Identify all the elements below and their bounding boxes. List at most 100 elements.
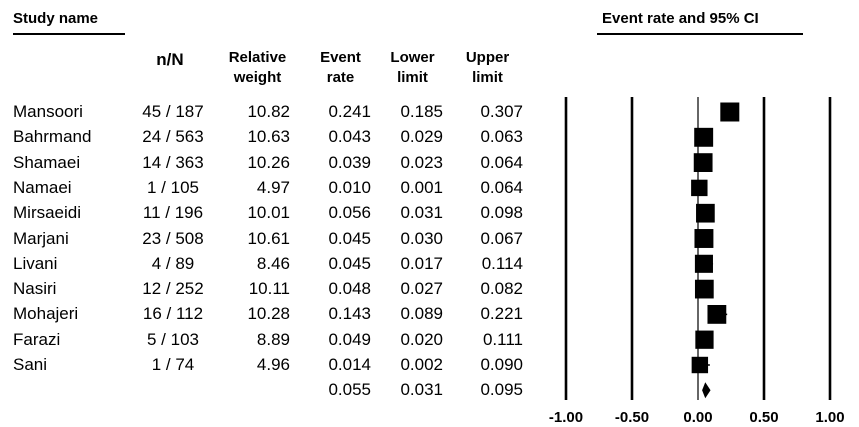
nN-header-text: n/N xyxy=(156,50,184,69)
study-point xyxy=(693,153,713,172)
cell-upper: 0.082 xyxy=(480,279,523,299)
pooled-diamond xyxy=(702,382,711,399)
cell-nN: 14 / 363 xyxy=(142,152,204,172)
cell-weight: 10.63 xyxy=(247,127,290,147)
lower-limit-header: Lower limit xyxy=(380,48,445,88)
cell-weight: 10.61 xyxy=(247,228,290,248)
cell-lower: 0.017 xyxy=(400,253,443,273)
relative-weight-line2: weight xyxy=(233,69,282,86)
cell-lower: 0.030 xyxy=(400,228,443,248)
cell-name: Farazi xyxy=(13,329,61,349)
cell-upper: 0.064 xyxy=(480,152,523,172)
cell-lower: 0.185 xyxy=(400,102,443,121)
cell-name: Livani xyxy=(13,253,58,273)
cell-lower: 0.002 xyxy=(400,355,443,374)
event-rate-ci-header: Event rate and 95% CI xyxy=(602,10,759,27)
cell-upper: 0.307 xyxy=(480,102,523,121)
cell-name: Mansoori xyxy=(13,102,83,121)
study-name-underline xyxy=(13,33,125,35)
pooled-rate: 0.055 xyxy=(328,380,371,400)
cell-rate: 0.056 xyxy=(328,203,371,223)
cell-weight: 8.89 xyxy=(256,329,290,349)
cell-name: Sani xyxy=(13,355,48,374)
cell-name: Marjani xyxy=(13,228,69,248)
study-point xyxy=(695,330,714,349)
lower-limit-line1: Lower xyxy=(390,49,435,66)
nN-header: n/N xyxy=(130,50,210,70)
study-point xyxy=(694,279,714,299)
cell-upper: 0.063 xyxy=(480,127,523,147)
study-point xyxy=(694,127,714,147)
cell-weight: 10.26 xyxy=(247,152,290,172)
cell-weight: 4.97 xyxy=(256,177,290,197)
cell-rate: 0.010 xyxy=(328,177,371,197)
cell-nN: 16 / 112 xyxy=(142,304,204,324)
study-point xyxy=(691,356,709,374)
cell-lower: 0.029 xyxy=(400,127,443,147)
cell-name: Shamaei xyxy=(13,152,81,172)
relative-weight-line1: Relative xyxy=(228,49,287,66)
cell-rate: 0.039 xyxy=(328,152,371,172)
study-point xyxy=(694,229,714,248)
x-tick-label: -0.50 xyxy=(615,409,649,426)
cell-name: Bahrmand xyxy=(13,127,92,147)
upper-limit-line1: Upper xyxy=(465,49,510,66)
cell-lower: 0.020 xyxy=(400,329,443,349)
study-point xyxy=(707,305,727,324)
cell-name: Mirsaeidi xyxy=(13,203,82,223)
cell-rate: 0.045 xyxy=(328,228,371,248)
cell-rate: 0.241 xyxy=(328,102,371,121)
x-tick-label: 0.00 xyxy=(683,409,712,426)
study-point xyxy=(694,254,713,273)
relative-weight-header: Relative weight xyxy=(215,48,300,88)
cell-lower: 0.089 xyxy=(400,304,443,324)
cell-rate: 0.043 xyxy=(328,127,371,147)
event-rate-header: Event rate xyxy=(308,48,373,88)
cell-lower: 0.001 xyxy=(400,177,443,197)
cell-weight: 8.46 xyxy=(256,253,290,273)
cell-upper: 0.098 xyxy=(480,203,523,223)
cell-upper: 0.111 xyxy=(482,329,523,349)
cell-nN: 23 / 508 xyxy=(142,228,204,248)
cell-name: Namaei xyxy=(13,177,72,197)
event-rate-line1: Event xyxy=(320,49,361,66)
cell-name: Nasiri xyxy=(13,279,57,299)
cell-weight: 4.96 xyxy=(256,355,290,374)
cell-rate: 0.049 xyxy=(328,329,371,349)
study-point xyxy=(696,203,715,223)
cell-upper: 0.090 xyxy=(480,355,523,374)
x-tick-label: 1.00 xyxy=(815,409,844,426)
cell-nN: 11 / 196 xyxy=(142,203,204,223)
cell-rate: 0.143 xyxy=(328,304,371,324)
cell-weight: 10.01 xyxy=(247,203,290,223)
cell-nN: 1 / 105 xyxy=(147,177,199,197)
pooled-upper: 0.095 xyxy=(480,380,523,400)
cell-name: Mohajeri xyxy=(13,304,79,324)
event-rate-ci-underline xyxy=(597,33,803,35)
cell-rate: 0.048 xyxy=(328,279,371,299)
cell-nN: 1 / 74 xyxy=(151,355,195,374)
study-point xyxy=(720,102,740,122)
cell-rate: 0.045 xyxy=(328,253,371,273)
cell-weight: 10.82 xyxy=(247,102,290,121)
cell-lower: 0.027 xyxy=(400,279,443,299)
cell-upper: 0.114 xyxy=(481,253,523,273)
x-tick-label: 0.50 xyxy=(749,409,778,426)
cell-lower: 0.031 xyxy=(400,203,443,223)
lower-limit-line2: limit xyxy=(397,69,428,86)
cell-weight: 10.11 xyxy=(248,279,290,299)
cell-nN: 24 / 563 xyxy=(142,127,204,147)
cell-nN: 4 / 89 xyxy=(151,253,195,273)
cell-upper: 0.064 xyxy=(480,177,523,197)
upper-limit-header: Upper limit xyxy=(455,48,520,88)
cell-lower: 0.023 xyxy=(400,152,443,172)
cell-weight: 10.28 xyxy=(247,304,290,324)
cell-rate: 0.014 xyxy=(328,355,371,374)
study-point xyxy=(691,179,708,197)
cell-nN: 12 / 252 xyxy=(142,279,204,299)
cell-nN: 45 / 187 xyxy=(142,102,204,121)
upper-limit-line2: limit xyxy=(472,69,503,86)
pooled-lower: 0.031 xyxy=(400,380,443,400)
cell-upper: 0.067 xyxy=(480,228,523,248)
